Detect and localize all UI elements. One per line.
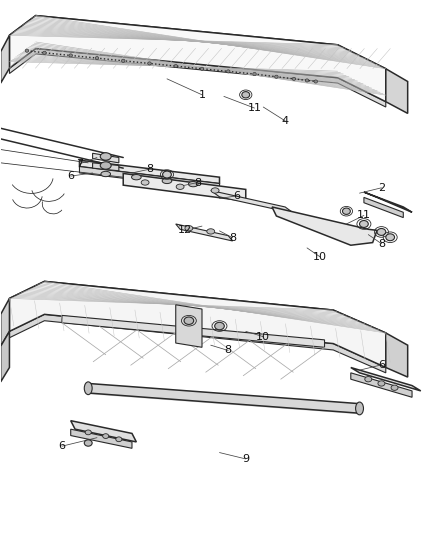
Text: 12: 12	[177, 225, 191, 236]
Ellipse shape	[25, 49, 28, 52]
Polygon shape	[175, 305, 201, 348]
Ellipse shape	[226, 70, 230, 73]
Ellipse shape	[162, 178, 171, 183]
Polygon shape	[10, 49, 385, 107]
Text: 11: 11	[247, 103, 261, 113]
Polygon shape	[79, 166, 219, 190]
Polygon shape	[1, 298, 10, 346]
Ellipse shape	[69, 54, 72, 57]
Polygon shape	[71, 429, 132, 448]
Polygon shape	[210, 190, 293, 213]
Ellipse shape	[377, 381, 384, 386]
Ellipse shape	[173, 64, 177, 68]
Text: 7: 7	[76, 159, 83, 169]
Ellipse shape	[85, 430, 91, 435]
Text: 8: 8	[145, 164, 153, 174]
Text: 6: 6	[377, 360, 384, 370]
Polygon shape	[1, 332, 10, 382]
Polygon shape	[385, 333, 407, 377]
Polygon shape	[92, 154, 119, 163]
Polygon shape	[10, 281, 385, 368]
Polygon shape	[350, 368, 420, 391]
Ellipse shape	[390, 385, 397, 390]
Polygon shape	[123, 173, 245, 201]
Ellipse shape	[376, 229, 385, 236]
Ellipse shape	[214, 322, 224, 330]
Ellipse shape	[84, 440, 92, 446]
Ellipse shape	[359, 221, 367, 228]
Ellipse shape	[42, 51, 46, 54]
Polygon shape	[62, 316, 324, 348]
Polygon shape	[175, 224, 232, 241]
Polygon shape	[363, 192, 411, 212]
Ellipse shape	[364, 376, 371, 382]
Ellipse shape	[385, 234, 394, 241]
Text: 11: 11	[356, 211, 370, 221]
Ellipse shape	[313, 80, 317, 83]
Polygon shape	[363, 197, 403, 217]
Polygon shape	[272, 207, 376, 245]
Ellipse shape	[274, 75, 278, 78]
Polygon shape	[10, 15, 385, 69]
Text: 8: 8	[377, 239, 384, 248]
Ellipse shape	[241, 92, 249, 98]
Text: 4: 4	[281, 116, 288, 126]
Polygon shape	[10, 15, 385, 102]
Ellipse shape	[162, 171, 171, 178]
Text: 2: 2	[377, 183, 384, 193]
Ellipse shape	[176, 184, 184, 189]
Text: 6: 6	[58, 441, 65, 451]
Text: 10: 10	[256, 332, 270, 342]
Ellipse shape	[100, 153, 111, 160]
Text: 6: 6	[67, 171, 74, 181]
Ellipse shape	[84, 382, 92, 394]
Text: 10: 10	[312, 252, 326, 262]
Text: 8: 8	[224, 345, 231, 356]
Ellipse shape	[141, 180, 149, 185]
Ellipse shape	[206, 229, 214, 234]
Text: 6: 6	[233, 191, 240, 201]
Ellipse shape	[342, 208, 350, 214]
Polygon shape	[79, 160, 219, 183]
Ellipse shape	[355, 402, 363, 415]
Ellipse shape	[200, 67, 203, 70]
Ellipse shape	[304, 79, 308, 82]
Polygon shape	[92, 163, 119, 171]
Ellipse shape	[131, 174, 141, 180]
Ellipse shape	[95, 56, 99, 60]
Ellipse shape	[102, 434, 109, 439]
Polygon shape	[71, 421, 136, 442]
Ellipse shape	[121, 59, 125, 62]
Polygon shape	[10, 314, 385, 373]
Text: 9: 9	[242, 454, 249, 464]
Ellipse shape	[148, 62, 151, 65]
Polygon shape	[10, 281, 385, 333]
Ellipse shape	[116, 437, 122, 442]
Ellipse shape	[184, 225, 192, 231]
Polygon shape	[350, 373, 411, 397]
Polygon shape	[385, 69, 407, 114]
Polygon shape	[1, 35, 10, 83]
Ellipse shape	[184, 317, 193, 325]
Text: 8: 8	[229, 233, 236, 243]
Ellipse shape	[188, 181, 198, 187]
Ellipse shape	[100, 162, 111, 169]
Ellipse shape	[101, 171, 110, 176]
Ellipse shape	[252, 72, 256, 76]
Text: 1: 1	[198, 90, 205, 100]
Ellipse shape	[211, 188, 219, 193]
Ellipse shape	[291, 77, 295, 80]
Text: 8: 8	[194, 177, 201, 188]
